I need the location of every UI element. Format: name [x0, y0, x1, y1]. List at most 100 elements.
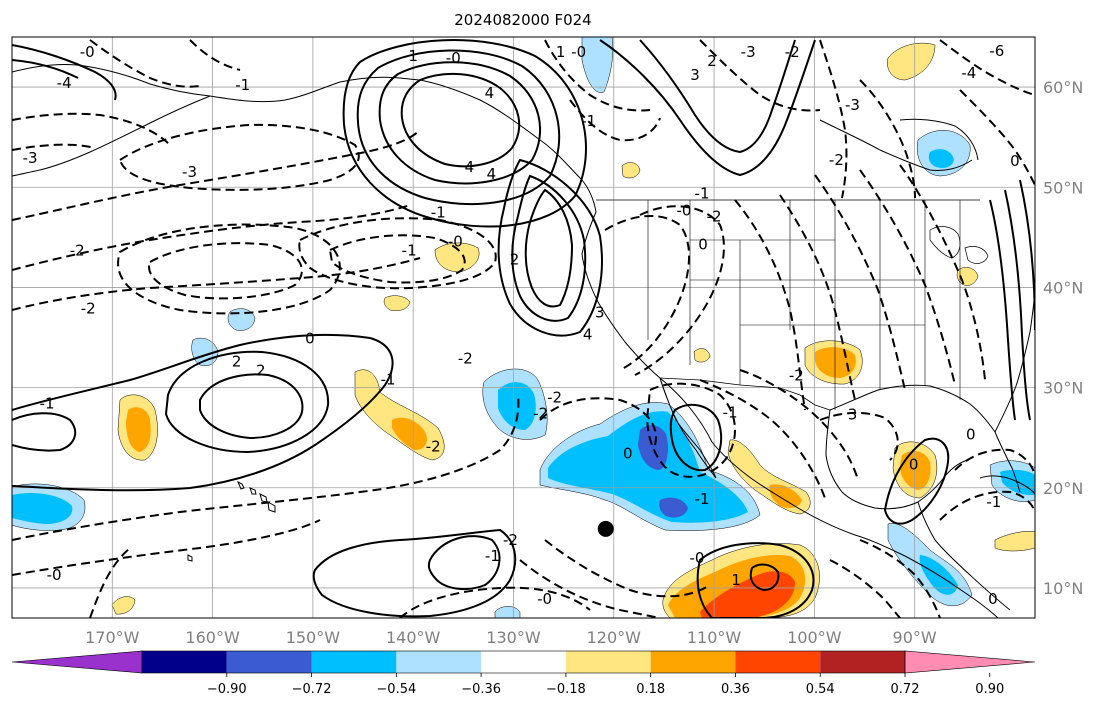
- contour-dashed-nw-gyre-2: [12, 204, 411, 271]
- contour-label-35: 3: [848, 406, 858, 424]
- contour-dashed-west-coast-trough: [604, 214, 691, 371]
- shading-red-east-pacific: [700, 571, 795, 618]
- lon-tick-label-4: 130°W: [486, 628, 541, 647]
- shading-blue-5: [928, 149, 954, 168]
- coastline-hawaii-5: [187, 554, 193, 562]
- contour-solid-high-alaska-3: [356, 49, 561, 206]
- contour-labels: 0-122-2-2-3-3-1-0-1-1-2-2-2-21 -044 4234-0…: [23, 42, 1020, 608]
- contour-label-37: -1: [723, 404, 738, 422]
- contour-solid-subtropical-high-0: [12, 333, 394, 492]
- contour-dashed-east-pacific-rings: [539, 397, 657, 446]
- contour-dashed-group: [12, 39, 1035, 618]
- contour-label-0: 0: [305, 330, 315, 348]
- colorbar-segment-0: [142, 651, 227, 673]
- shading-orange-6: [769, 484, 802, 508]
- contour-dashed-mid-pacific: [298, 217, 497, 290]
- lon-tick-label-2: 150°W: [286, 628, 341, 647]
- shading-yellow-9: [994, 531, 1035, 552]
- contour-label-54: -0: [537, 590, 552, 608]
- contour-label-20: 4: [487, 165, 497, 183]
- contour-dashed-west-coast-trough-2: [634, 205, 725, 376]
- colorbar-segment-4: [481, 651, 566, 673]
- coastline-central-america: [917, 501, 1011, 611]
- contour-solid-sw-small: [12, 412, 77, 452]
- shading-blue-2: [498, 382, 536, 430]
- shading-orange-3: [900, 450, 931, 490]
- contour-dashed-central-us-4: [859, 169, 956, 386]
- contour-dashed-subtropical-band-2: [12, 519, 321, 576]
- shading-yellow-13: [693, 348, 711, 363]
- map-frame: [11, 36, 1036, 619]
- shading-mid-blue-1: [638, 425, 668, 470]
- contour-label-45: 0: [988, 590, 998, 608]
- contour-dashed-nw-gyre-1: [12, 129, 421, 221]
- latitude-tick-labels: 10°N 20°N 30°N 40°N 50°N 60°N: [1043, 78, 1083, 598]
- contour-solid-high-alaska-2: [378, 61, 542, 185]
- shading-mid-blue-2: [659, 497, 688, 518]
- shading-yellow-11: [383, 295, 411, 311]
- coastline-alaska-peninsula: [39, 95, 211, 171]
- contour-dashed-caribbean-2: [939, 490, 1035, 521]
- contour-solid-trough-west-coast-2: [511, 174, 587, 322]
- contour-label-15: -2: [547, 389, 562, 407]
- contour-label-51: -0: [47, 566, 62, 584]
- colorbar-segment-5: [565, 651, 651, 673]
- contour-dashed-central-us-2: [779, 194, 856, 401]
- map-panel: 0-122-2-2-3-3-1-0-1-1-2-2-2-21 -044 4234-0…: [11, 36, 1036, 619]
- contour-label-32: -2: [785, 43, 800, 61]
- contour-label-33: -3: [845, 96, 860, 114]
- contour-label-12: -2: [426, 438, 441, 456]
- colorbar-segment-8: [820, 651, 905, 673]
- coastline-florida: [994, 431, 1021, 493]
- contour-solid-high-alaska-4: [342, 39, 587, 228]
- contour-dashed-central-us-3: [814, 174, 906, 391]
- contour-label-29: 3: [690, 66, 700, 84]
- contour-solid-east-pacific-low: [696, 542, 815, 618]
- colorbar-label-9: 0.90: [975, 682, 1004, 697]
- colorbar-segment-2: [311, 651, 397, 673]
- contour-solid-central-pacific-2: [427, 535, 501, 591]
- contour-dashed-nw-gyre-3: [12, 257, 421, 311]
- lon-tick-label-8: 90°W: [893, 628, 937, 647]
- contour-label-34: -2: [829, 151, 844, 169]
- contour-label-46: -6: [989, 42, 1004, 60]
- figure-title: 2024082000 F024: [454, 11, 591, 29]
- contour-label-4: -2: [70, 241, 85, 259]
- contour-solid-subtropical-high-2: [164, 350, 330, 454]
- lat-tick-label-5: 60°N: [1043, 78, 1083, 97]
- contour-label-31: -1: [581, 112, 596, 130]
- lat-tick-label-4: 50°N: [1043, 178, 1083, 197]
- contour-dashed-gulf-alaska: [118, 123, 360, 191]
- contour-label-56: 2: [707, 52, 717, 70]
- contour-label-2: 2: [232, 353, 242, 371]
- contour-label-14: -2: [533, 405, 548, 423]
- contour-solid-nw-1: [12, 44, 117, 101]
- contour-label-49: -4: [57, 74, 72, 92]
- contour-label-44: -1: [986, 493, 1001, 511]
- colorbar-segment-1: [226, 651, 312, 673]
- coastline-great-lakes: [929, 226, 989, 264]
- anomaly-shading: [12, 37, 1035, 618]
- contour-label-39: 0: [623, 445, 633, 463]
- colorbar-label-1: −0.72: [292, 682, 332, 697]
- contour-dashed-hawaii-band: [399, 586, 591, 618]
- shading-orange-5: [392, 417, 427, 450]
- contour-dashed-north-canada-5: [959, 89, 1035, 186]
- coastline-hawaii-1: [237, 480, 245, 490]
- contour-label-18: 4: [485, 84, 495, 102]
- coastlines: [12, 63, 1035, 618]
- contour-label-10: -1: [402, 241, 417, 259]
- map-background: [12, 37, 1035, 618]
- contour-solid-east-us-1: [989, 199, 1016, 421]
- lon-tick-label-1: 160°W: [185, 628, 240, 647]
- contour-dashed-central-us-5: [899, 164, 986, 381]
- contour-label-41: 1: [731, 571, 741, 589]
- shading-orange-4: [126, 407, 151, 452]
- contour-solid-trough-west-coast-3: [497, 158, 603, 337]
- contour-label-3: 2: [256, 362, 266, 380]
- colorbar-label-5: 0.18: [636, 682, 665, 697]
- contour-label-47: -4: [961, 64, 976, 82]
- colorbar-label-0: −0.90: [207, 682, 247, 697]
- contour-label-8: -1: [431, 203, 446, 221]
